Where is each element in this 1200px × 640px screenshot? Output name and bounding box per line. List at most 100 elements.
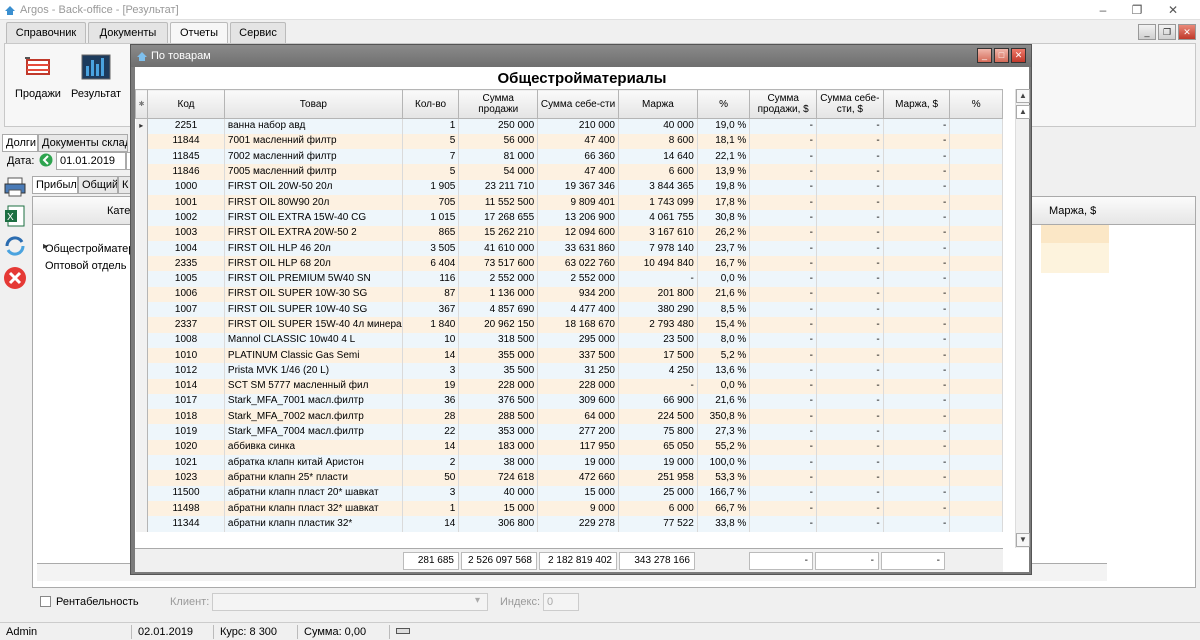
mdi-restore-button[interactable]: ❐ (1158, 24, 1176, 40)
cell-product: 7002 масленний филтр (224, 149, 403, 165)
mdi-close-button[interactable]: ✕ (1178, 24, 1196, 40)
sales-report-button[interactable]: Продажи (9, 48, 67, 110)
cell-sales-sum: 20 962 150 (458, 317, 539, 333)
table-row[interactable]: 1005 FIRST OIL PREMIUM 5W40 SN 116 2 552 00… (135, 271, 1003, 287)
cell-cost-sum-usd: - (816, 455, 884, 471)
table-row[interactable]: 1002 FIRST OIL EXTRA 15W-40 CG 1 015 17 268… (135, 210, 1003, 226)
tab-general[interactable]: Общий (78, 176, 118, 194)
table-row[interactable]: 2335 FIRST OIL HLP 68 20л 6 404 73 517 600 6… (135, 256, 1003, 272)
column-header-margin-usd[interactable]: Маржа, $ (882, 89, 951, 119)
cell-code: 1019 (147, 424, 225, 440)
table-row[interactable]: 1004 FIRST OIL HLP 46 20л 3 505 41 610 000 3… (135, 240, 1003, 257)
column-header-percent[interactable]: % (696, 89, 751, 119)
table-row[interactable]: 1007 FIRST OIL SUPER 10W-40 SG 367 4 857 69… (135, 302, 1003, 318)
column-header-product[interactable]: Товар (223, 89, 403, 119)
column-header-cost-sum-usd[interactable]: Сумма себе-сти, $ (816, 89, 884, 119)
back-arrow-icon[interactable] (39, 153, 53, 167)
cell-margin: 19 000 (618, 455, 698, 471)
modal-maximize-button[interactable]: □ (994, 48, 1009, 63)
row-indicator (135, 302, 149, 318)
vertical-scrollbar[interactable]: ▲ ▲ ▼ (1015, 89, 1030, 548)
cell-margin: 14 640 (618, 149, 698, 165)
table-row[interactable]: 1018 Stark_MFA_7002 масл.филтр 28 288 500 64… (135, 409, 1003, 425)
cell-sales-sum: 38 000 (458, 455, 539, 471)
cell-sales-sum-usd: - (749, 409, 818, 425)
column-header-sales-sum-usd[interactable]: Сумма продажи, $ (749, 89, 818, 119)
cell-product: FIRST OIL HLP 68 20л (224, 256, 403, 272)
table-row[interactable]: 11344 абратни клапн пластик 32* 14 306 800 2… (135, 516, 1003, 532)
column-header-percent-usd[interactable]: % (949, 89, 1003, 119)
column-header-margin[interactable]: Маржа (617, 89, 698, 119)
column-header-cost-sum[interactable]: Сумма себе-сти (537, 89, 619, 119)
table-row[interactable]: 1006 FIRST OIL SUPER 10W-30 SG 87 1 136 000… (135, 286, 1003, 303)
column-header-sales-sum[interactable]: Сумма продажи (458, 89, 539, 119)
table-row[interactable]: 1003 FIRST OIL EXTRA 20W-50 2 865 15 262 21… (135, 225, 1003, 241)
total-margin-usd: - (881, 552, 945, 570)
cell-percent-usd (949, 179, 1003, 195)
cell-qty: 1 905 (402, 179, 460, 195)
table-row[interactable]: 1023 абратни клапн 25* пласти 50 724 618 472… (135, 470, 1003, 486)
scroll-down-button[interactable]: ▼ (1016, 533, 1030, 547)
cell-cost-sum: 64 000 (537, 409, 619, 425)
table-row[interactable]: ▸ 2251 ванна набор авд 1 250 000 210 000 40 00… (135, 118, 1003, 134)
cell-sales-sum: 250 000 (458, 118, 539, 134)
modal-close-button[interactable]: ✕ (1011, 48, 1026, 63)
category-row[interactable]: Общестройматериа (45, 243, 147, 255)
cell-margin: 4 250 (618, 363, 698, 379)
cell-sales-sum-usd: - (749, 302, 818, 318)
tab-stock-documents[interactable]: Документы склада (38, 134, 128, 152)
printer-icon[interactable] (3, 176, 27, 200)
table-row[interactable]: 1012 Prista MVK 1/46 (20 L) 3 35 500 31 250 4… (135, 363, 1003, 379)
category-row[interactable]: Оптовой отдель (45, 260, 127, 272)
tab-spravochnik[interactable]: Справочник (6, 22, 86, 44)
tab-profit[interactable]: Прибыль (32, 176, 78, 194)
tab-reports[interactable]: Отчеты (170, 22, 228, 45)
index-stepper[interactable]: 0 (543, 593, 579, 611)
cell-cost-sum: 277 200 (537, 424, 619, 440)
scroll-up-button[interactable]: ▲ (1016, 89, 1030, 103)
close-window-button[interactable]: ✕ (1167, 3, 1179, 17)
cell-sales-sum: 11 552 500 (458, 194, 539, 211)
cell-percent: 15,4 % (697, 317, 751, 333)
table-row[interactable]: 1019 Stark_MFA_7004 масл.филтр 22 353 000 27… (135, 424, 1003, 440)
cell-sales-sum: 355 000 (458, 347, 539, 364)
column-header-qty[interactable]: Кол-во (401, 89, 460, 119)
table-row[interactable]: 1010 PLATINUM Classic Gas Semi 14 355 000 33… (135, 347, 1003, 364)
result-report-button[interactable]: Результат (67, 48, 125, 110)
table-row[interactable]: 1020 аббивка синка 14 183 000 117 950 65 050 5… (135, 439, 1003, 456)
total-cost-sum: 2 182 819 402 (539, 552, 617, 570)
date-input[interactable]: 01.01.2019 (56, 152, 126, 170)
table-row[interactable]: 1000 FIRST OIL 20W-50 20л 1 905 23 211 710 1… (135, 179, 1003, 195)
restore-window-button[interactable]: ❐ (1131, 3, 1143, 17)
table-row[interactable]: 11844 7001 масленний филтр 5 56 000 47 400 8 … (135, 133, 1003, 150)
cell-cost-sum: 117 950 (537, 439, 619, 456)
delete-icon[interactable] (3, 266, 27, 290)
refresh-icon[interactable] (3, 234, 27, 258)
mdi-minimize-button[interactable]: _ (1138, 24, 1156, 40)
table-row[interactable]: 1008 Mannol CLASSIC 10w40 4 L 10 318 500 295… (135, 332, 1003, 348)
modal-titlebar[interactable]: По товарам _ □ ✕ (131, 45, 1031, 67)
excel-export-icon[interactable]: X (3, 204, 27, 228)
scroll-top-arrow[interactable]: ▲ (1016, 105, 1030, 119)
table-row[interactable]: 2337 FIRST OIL SUPER 15W-40 4л минерал 1 8… (135, 317, 1003, 333)
tab-service[interactable]: Сервис (230, 22, 286, 44)
table-row[interactable]: 1001 FIRST OIL 80W90 20л 705 11 552 500 9 80… (135, 194, 1003, 211)
tab-documents[interactable]: Документы (88, 22, 168, 44)
table-row[interactable]: 11845 7002 масленний филтр 7 81 000 66 360 14… (135, 149, 1003, 165)
minimize-window-button[interactable]: – (1099, 3, 1107, 17)
table-row[interactable]: 1014 SCT SM 5777 масленный фил 19 228 000 22… (135, 378, 1003, 394)
table-row[interactable]: 11846 7005 масленний филтр 5 54 000 47 400 6 … (135, 164, 1003, 180)
modal-minimize-button[interactable]: _ (977, 48, 992, 63)
cell-product: FIRST OIL 80W90 20л (224, 194, 403, 211)
table-row[interactable]: 1021 абратка клапн китай Аристон 2 38 000 19… (135, 455, 1003, 471)
table-row[interactable]: 1017 Stark_MFA_7001 масл.филтр 36 376 500 30… (135, 393, 1003, 410)
table-row[interactable]: 11500 абратни клапн пласт 20* шавкат 3 40 0… (135, 485, 1003, 501)
rentability-checkbox[interactable] (40, 596, 51, 607)
cell-percent: 13,9 % (697, 164, 751, 180)
column-header-code[interactable]: Код (147, 89, 225, 119)
chevron-down-icon: ▾ (475, 595, 481, 606)
cell-margin: 224 500 (618, 409, 698, 425)
tab-debts[interactable]: Долги (2, 134, 38, 152)
table-row[interactable]: 11498 абратни клапн пласт 32* шавкат 1 15 0… (135, 500, 1003, 517)
client-select[interactable] (212, 593, 488, 611)
